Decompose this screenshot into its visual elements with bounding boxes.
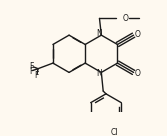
Text: F: F <box>29 62 34 71</box>
Text: N: N <box>97 29 102 38</box>
Text: O: O <box>134 30 140 39</box>
Text: O: O <box>123 14 128 23</box>
Text: F: F <box>34 71 38 80</box>
Text: Cl: Cl <box>111 128 118 136</box>
Text: O: O <box>134 69 140 78</box>
Text: F: F <box>29 67 34 76</box>
Text: N: N <box>97 69 102 78</box>
